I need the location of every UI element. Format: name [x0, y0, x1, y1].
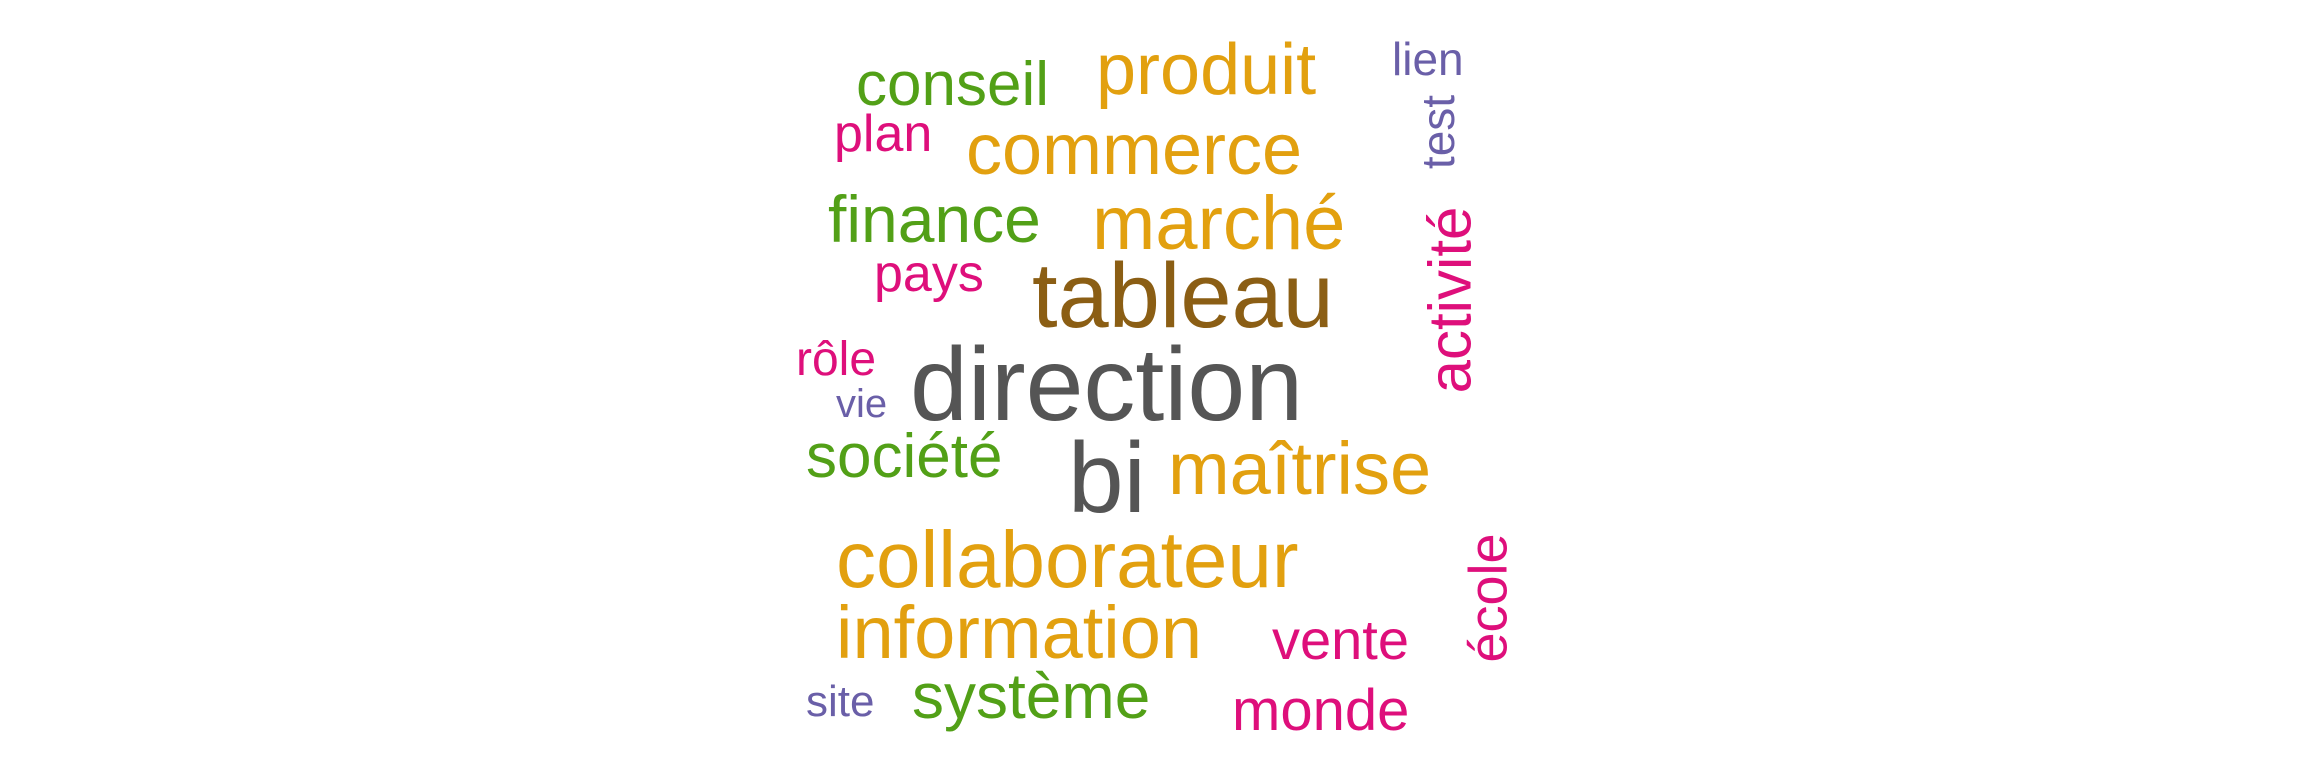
word-site: site — [806, 677, 875, 726]
word-tableau: tableau — [1032, 245, 1334, 347]
word-information: information — [836, 591, 1203, 674]
word-maitrise: maîtrise — [1168, 427, 1432, 510]
word-systeme: système — [912, 660, 1151, 732]
word-finance: finance — [828, 182, 1041, 256]
word-produit: produit — [1096, 30, 1317, 110]
word-ecole: école — [1458, 533, 1519, 663]
word-collaborateur: collaborateur — [836, 515, 1299, 604]
word-bi: bi — [1068, 422, 1146, 534]
word-vente: vente — [1272, 608, 1409, 671]
word-lien: lien — [1392, 33, 1464, 85]
word-activite: activité — [1415, 206, 1483, 394]
word-marche: marché — [1092, 181, 1346, 266]
word-pays: pays — [874, 245, 984, 303]
word-plan: plan — [834, 105, 933, 163]
word-societe: société — [806, 422, 1003, 491]
word-conseil: conseil — [856, 50, 1049, 119]
word-commerce: commerce — [966, 110, 1303, 190]
word-monde: monde — [1232, 678, 1410, 743]
word-direction: direction — [910, 327, 1304, 443]
word-test: test — [1412, 94, 1465, 170]
word-role: rôle — [796, 333, 877, 386]
word-vie: vie — [836, 382, 888, 426]
